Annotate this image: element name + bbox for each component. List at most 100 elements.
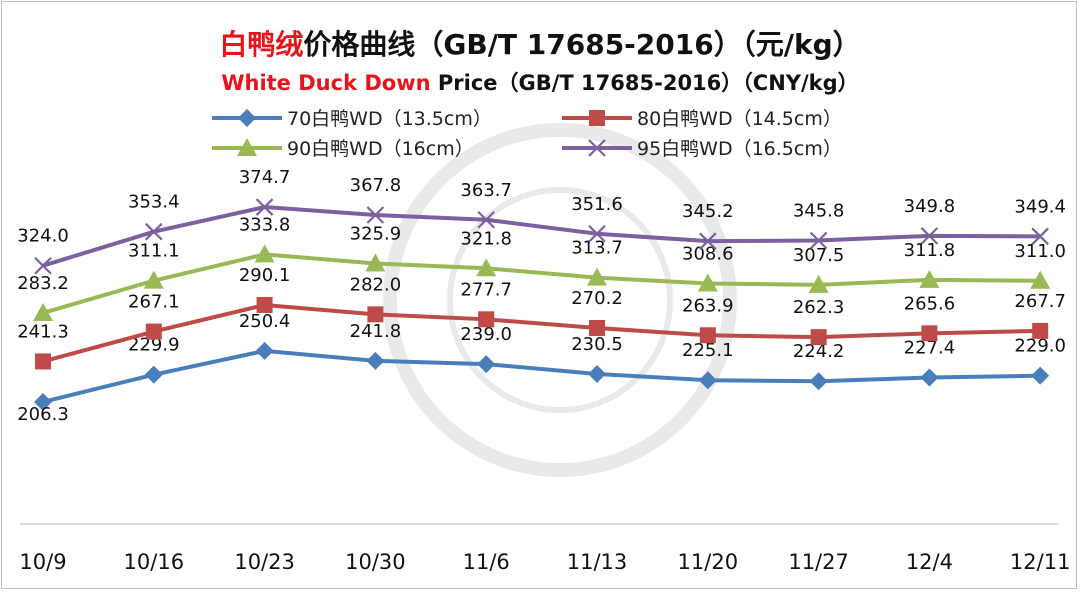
- series-line: [42, 205, 1041, 268]
- data-label: 277.7: [460, 279, 512, 300]
- data-label: 224.2: [793, 341, 845, 362]
- data-point: [144, 365, 163, 384]
- data-point: [33, 302, 53, 321]
- data-point: [143, 270, 164, 289]
- data-label: 230.5: [571, 334, 623, 355]
- legend-item: 80白鸭WD（14.5cm）: [562, 108, 842, 130]
- data-point: [699, 232, 717, 250]
- data-point: [698, 371, 717, 390]
- data-label: 227.4: [904, 338, 956, 359]
- data-point: [1031, 227, 1049, 246]
- data-label: 333.8: [239, 214, 291, 235]
- data-label: 250.4: [239, 311, 291, 332]
- data-label: 311.1: [128, 241, 180, 262]
- x-tick-label: 11/6: [463, 550, 510, 574]
- data-point: [697, 273, 718, 292]
- data-label: 363.7: [460, 180, 512, 201]
- data-label: 311.0: [1014, 241, 1066, 262]
- data-label: 283.2: [17, 273, 69, 294]
- chart-title: 白鸭绒价格曲线（GB/T 17685-2016）（元/kg）: [219, 28, 860, 61]
- data-label: 265.6: [904, 293, 956, 314]
- data-point: [477, 355, 496, 374]
- data-point: [810, 329, 827, 346]
- data-point: [254, 244, 275, 263]
- data-point: [255, 341, 274, 360]
- data-point: [478, 311, 495, 328]
- data-point: [145, 323, 162, 340]
- data-label: 241.3: [17, 321, 69, 342]
- x-tick-label: 12/4: [906, 550, 953, 574]
- data-point: [589, 319, 605, 336]
- data-point: [367, 306, 384, 323]
- legend-item: 70白鸭WD（13.5cm）: [212, 108, 492, 130]
- data-label: 270.2: [571, 288, 623, 309]
- watermark: [383, 123, 737, 477]
- data-label: 308.6: [682, 244, 734, 265]
- chart-subtitle: White Duck Down Price（GB/T 17685-2016）（C…: [221, 71, 858, 95]
- data-point: [919, 269, 940, 288]
- data-label: 349.4: [1014, 196, 1066, 217]
- data-point: [1031, 366, 1050, 385]
- data-label: 225.1: [682, 340, 734, 361]
- legend-item: 90白鸭WD（16cm）: [212, 138, 474, 160]
- legend-marker: [588, 139, 606, 157]
- x-tick-label: 11/13: [567, 550, 628, 574]
- data-label: 325.9: [350, 224, 402, 245]
- data-point: [920, 227, 939, 245]
- legend-label: 80白鸭WD（14.5cm）: [637, 108, 842, 130]
- data-label: 241.8: [350, 321, 402, 342]
- series-line: [42, 348, 1041, 404]
- data-point: [1030, 270, 1051, 289]
- legend-label: 90白鸭WD（16cm）: [287, 138, 474, 160]
- data-label: 324.0: [17, 226, 69, 247]
- data-point: [34, 392, 52, 411]
- data-label: 239.0: [460, 324, 512, 345]
- data-label: 290.1: [239, 265, 291, 286]
- data-point: [699, 327, 716, 344]
- data-label: 321.8: [460, 228, 512, 249]
- data-label: 349.8: [904, 196, 956, 217]
- series-line: [42, 252, 1041, 315]
- data-label: 282.0: [350, 274, 402, 295]
- data-point: [1032, 322, 1049, 339]
- x-tick-label: 11/27: [788, 550, 849, 574]
- data-label: 367.8: [350, 175, 402, 196]
- data-label: 206.3: [17, 404, 69, 425]
- legend-label: 70白鸭WD（13.5cm）: [287, 108, 492, 130]
- data-point: [365, 253, 386, 272]
- data-point: [145, 222, 163, 241]
- data-label: 345.8: [793, 200, 845, 221]
- series-line: [42, 302, 1041, 364]
- data-point: [366, 206, 385, 224]
- data-point: [809, 231, 828, 250]
- data-label: 267.7: [1014, 291, 1066, 312]
- data-label: 351.6: [571, 194, 623, 215]
- series-square: 241.3 267.1 290.1 282.0 277.7 270.2 263.9 262.3…: [17, 265, 1066, 370]
- data-label: 262.3: [793, 297, 845, 318]
- series-triangle: 283.2 311.1 333.8 325.9 321.8 313.7 308.6 307.5…: [17, 214, 1066, 321]
- x-tick-label: 10/16: [124, 550, 185, 574]
- legend-item: 95白鸭WD（16.5cm）: [562, 138, 842, 160]
- data-point: [921, 325, 938, 342]
- data-point: [256, 296, 273, 313]
- x-tick-label: 10/30: [345, 550, 406, 574]
- data-point: [808, 274, 829, 293]
- series-x: 324.0 353.4 374.7 367.8 363.7 351.6 345.2 345.8…: [17, 167, 1066, 275]
- data-label: 263.9: [682, 295, 734, 316]
- data-label: 311.8: [904, 240, 956, 261]
- legend-marker: [589, 110, 605, 126]
- data-label: 229.9: [128, 335, 180, 356]
- data-label: 353.4: [128, 192, 180, 213]
- data-label: 374.7: [239, 167, 291, 188]
- series-diamond: 206.3 229.9 250.4 241.8 239.0 230.5 225.1 224.2…: [17, 311, 1066, 425]
- data-point: [255, 198, 274, 216]
- data-label: 345.2: [682, 201, 734, 222]
- legend-marker: [238, 109, 256, 127]
- x-tick-label: 10/9: [19, 550, 66, 574]
- legend: 70白鸭WD（13.5cm） 80白鸭WD（14.5cm） 90白鸭WD（16cm）…: [212, 108, 842, 160]
- x-tick-label: 12/11: [1010, 550, 1071, 574]
- data-point: [366, 351, 385, 370]
- data-label: 267.1: [128, 292, 180, 313]
